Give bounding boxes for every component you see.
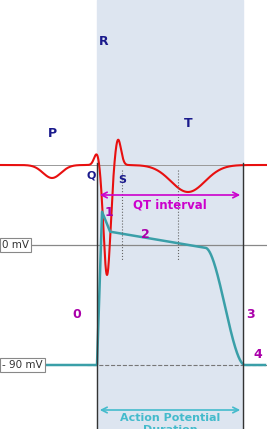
Text: S: S bbox=[118, 175, 126, 185]
Text: T: T bbox=[184, 117, 192, 130]
Text: 4: 4 bbox=[253, 348, 262, 361]
Text: 0 mV: 0 mV bbox=[2, 240, 29, 250]
Text: P: P bbox=[48, 127, 57, 140]
Text: Action Potential
Duration: Action Potential Duration bbox=[120, 413, 220, 429]
Text: R: R bbox=[99, 35, 109, 48]
Text: - 90 mV: - 90 mV bbox=[2, 360, 43, 370]
Text: 3: 3 bbox=[246, 308, 255, 321]
Text: 1: 1 bbox=[105, 205, 114, 219]
Text: 0: 0 bbox=[73, 308, 81, 321]
Text: Q: Q bbox=[86, 171, 96, 181]
Text: QT interval: QT interval bbox=[133, 198, 207, 211]
Text: 2: 2 bbox=[141, 228, 149, 242]
